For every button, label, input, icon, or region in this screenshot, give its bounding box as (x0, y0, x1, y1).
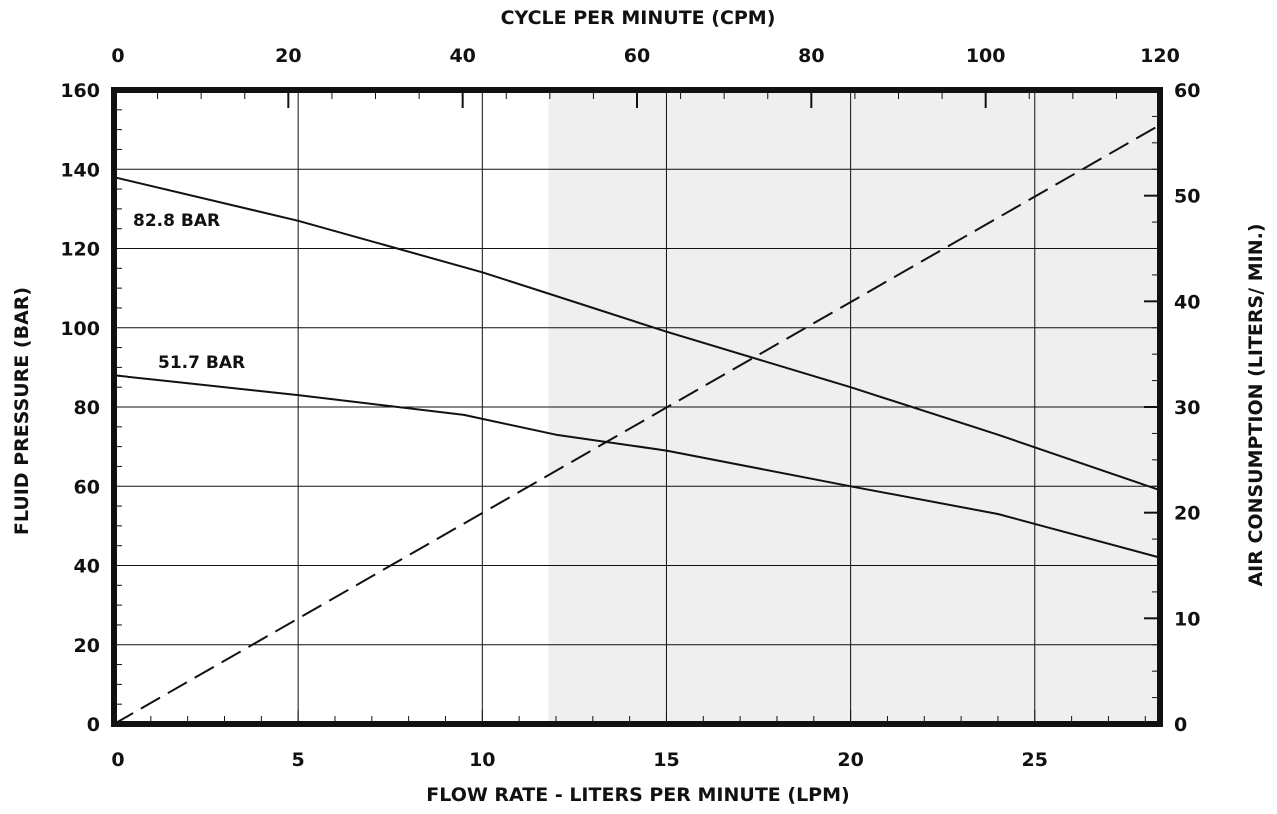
x-tick-label-5: 5 (292, 749, 305, 771)
y-tick-label-160: 160 (60, 80, 100, 102)
top-axis-title: CYCLE PER MINUTE (CPM) (501, 7, 776, 29)
x-tick-label-0: 0 (111, 749, 124, 771)
y-tick-label-20: 20 (74, 635, 100, 657)
y2-tick-label-20: 20 (1174, 503, 1200, 525)
y-tick-label-120: 120 (60, 239, 100, 261)
y2-tick-label-40: 40 (1174, 291, 1200, 313)
y-axis-title: FLUID PRESSURE (BAR) (11, 287, 33, 535)
y-tick-label-0: 0 (87, 714, 100, 736)
y2-tick-label-10: 10 (1174, 608, 1200, 630)
x-tick-label-10: 10 (469, 749, 495, 771)
series-line-51-7-bar (113, 374, 1161, 559)
x-tick-label-20: 20 (837, 749, 863, 771)
y-tick-label-60: 60 (74, 476, 100, 498)
y2-tick-label-30: 30 (1174, 397, 1200, 419)
x-tick-label-15: 15 (653, 749, 679, 771)
top-tick-label-60: 60 (624, 45, 650, 67)
series-line-82-8-bar (113, 176, 1161, 492)
right-axis-title: AIR CONSUMPTION (LITERS/ MIN.) (1245, 223, 1267, 586)
y2-tick-label-0: 0 (1174, 714, 1187, 736)
y2-tick-label-50: 50 (1174, 186, 1200, 208)
y-tick-label-80: 80 (74, 397, 100, 419)
top-tick-label-40: 40 (449, 45, 475, 67)
top-tick-label-0: 0 (111, 45, 124, 67)
x-axis-title: FLOW RATE - LITERS PER MINUTE (LPM) (426, 784, 849, 806)
tick-labels-layer: 0 5 10 15 20 250 20 40 60 80 100 120020406080100120… (60, 45, 1200, 771)
top-tick-label-80: 80 (798, 45, 824, 67)
x-tick-label-25: 25 (1022, 749, 1048, 771)
top-tick-label-100: 100 (966, 45, 1006, 67)
series-line-air-consumption (113, 124, 1161, 725)
y-tick-label-100: 100 (60, 318, 100, 340)
series-label-82-8-bar: 82.8 BAR (133, 211, 220, 231)
y2-tick-label-60: 60 (1174, 80, 1200, 102)
series-label-51-7-bar: 51.7 BAR (158, 353, 245, 373)
top-tick-label-120: 120 (1140, 45, 1180, 67)
top-tick-label-20: 20 (275, 45, 301, 67)
y-tick-label-40: 40 (74, 556, 100, 578)
y-tick-label-140: 140 (60, 159, 100, 181)
plot-frame (111, 87, 1163, 727)
series-layer (113, 124, 1161, 725)
